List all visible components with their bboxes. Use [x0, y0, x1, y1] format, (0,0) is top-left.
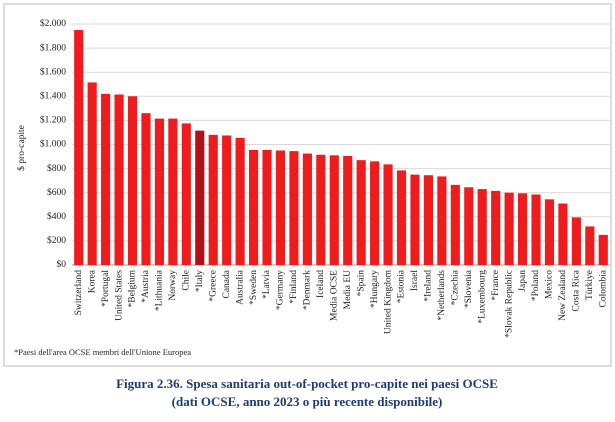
caption: (dati OCSE, anno 2023 o più recente disp…	[172, 394, 443, 409]
y-tick-label: $200	[47, 235, 66, 246]
bar	[383, 164, 393, 265]
x-tick-label: Media OCSE	[329, 270, 339, 321]
bar	[491, 190, 501, 265]
x-tick-label: Iceland	[316, 270, 326, 298]
x-tick-label: *Spain	[356, 270, 366, 297]
y-tick-label: $1.000	[40, 139, 66, 150]
x-tick-label: *Czechia	[451, 269, 461, 305]
x-tick-label: *Finland	[289, 270, 299, 304]
bar	[302, 153, 312, 265]
bar	[396, 170, 407, 265]
x-tick-label: *Italy	[195, 270, 205, 292]
x-tick-label: *Poland	[531, 270, 541, 301]
bar	[316, 154, 326, 265]
y-tick-label: $1.400	[40, 90, 66, 101]
caption: Figura 2.36. Spesa sanitaria out-of-pock…	[116, 376, 498, 391]
bar	[410, 174, 420, 265]
x-tick-label: *Austria	[141, 269, 151, 303]
y-tick-label: $1.200	[40, 115, 66, 126]
x-tick-label: *Estonia	[397, 269, 407, 303]
bar	[518, 193, 528, 265]
bar	[477, 189, 487, 265]
bar	[235, 137, 245, 265]
x-tick-label: *Sweden	[249, 270, 259, 305]
bar	[154, 118, 164, 265]
y-tick-label: $800	[47, 163, 66, 174]
bar	[450, 184, 460, 265]
x-tick-label: Chile	[182, 270, 192, 291]
x-tick-label: *Luxembourg	[477, 270, 487, 324]
bar	[141, 113, 151, 265]
x-tick-label: *Lithuania	[155, 269, 165, 311]
x-tick-label: New Zealand	[558, 270, 568, 321]
bar	[598, 234, 608, 265]
x-tick-label: *Belgium	[128, 269, 138, 307]
x-tick-label: *Latvia	[262, 269, 272, 299]
x-tick-label: *Slovenia	[464, 269, 474, 308]
x-tick-label: Colombia	[598, 269, 608, 307]
x-tick-label: Türkiye	[585, 270, 595, 300]
x-tick-label: United States	[114, 270, 124, 321]
bar	[504, 192, 514, 265]
bar	[222, 135, 232, 265]
bar	[195, 130, 205, 265]
footnote: *Paesi dell'area OCSE membri dell'Unione…	[14, 347, 191, 357]
x-tick-label: Switzerland	[74, 270, 84, 316]
bar	[585, 226, 595, 265]
bar	[74, 30, 84, 266]
x-tick-label: Canada	[222, 269, 232, 298]
bar	[168, 118, 178, 265]
x-tick-label: *Netherlands	[437, 270, 447, 321]
y-tick-label: $1.600	[40, 66, 66, 77]
x-tick-label: Korea	[87, 269, 97, 293]
x-tick-label: Media EU	[343, 270, 353, 309]
bar	[423, 175, 433, 265]
x-tick-label: *Denmark	[303, 270, 313, 310]
x-tick-label: Norway	[168, 270, 178, 301]
x-tick-label: *France	[491, 270, 501, 301]
x-tick-label: Mexico	[545, 270, 555, 299]
x-tick-label: Japan	[518, 270, 528, 292]
bar	[571, 217, 581, 265]
y-tick-label: $1.800	[40, 42, 66, 53]
bar	[558, 203, 568, 265]
bar	[262, 149, 272, 265]
bar	[87, 82, 97, 265]
bar	[531, 194, 541, 265]
bar	[101, 93, 111, 265]
x-tick-label: *Ireland	[424, 270, 434, 302]
bar	[208, 134, 218, 265]
x-tick-label: *Germany	[276, 270, 286, 310]
x-tick-label: *Greece	[208, 270, 218, 302]
y-axis-label: $ pro-capite	[16, 125, 27, 171]
bar	[127, 96, 138, 265]
bar	[544, 199, 555, 265]
bar	[249, 149, 259, 265]
bar	[289, 151, 299, 265]
x-tick-label: Israel	[410, 270, 420, 291]
bar	[437, 176, 447, 265]
x-tick-label: *Hungary	[370, 270, 380, 308]
x-tick-label: United Kingdom	[383, 269, 393, 334]
y-tick-label: $2.000	[40, 18, 66, 29]
bar	[114, 94, 124, 266]
bar	[181, 123, 191, 265]
x-tick-label: *Portugal	[101, 270, 111, 307]
bar	[343, 155, 353, 265]
bar	[464, 187, 474, 265]
bar	[370, 161, 380, 265]
x-tick-label: Costa Rica	[572, 269, 582, 311]
x-tick-label: Australia	[235, 269, 245, 305]
y-tick-label: $0	[57, 259, 67, 270]
bar	[329, 155, 339, 265]
y-tick-label: $600	[47, 187, 66, 198]
bar	[275, 150, 286, 265]
bar	[356, 160, 366, 265]
x-tick-label: *Slovak Republic	[504, 270, 514, 338]
y-tick-label: $400	[47, 211, 66, 222]
